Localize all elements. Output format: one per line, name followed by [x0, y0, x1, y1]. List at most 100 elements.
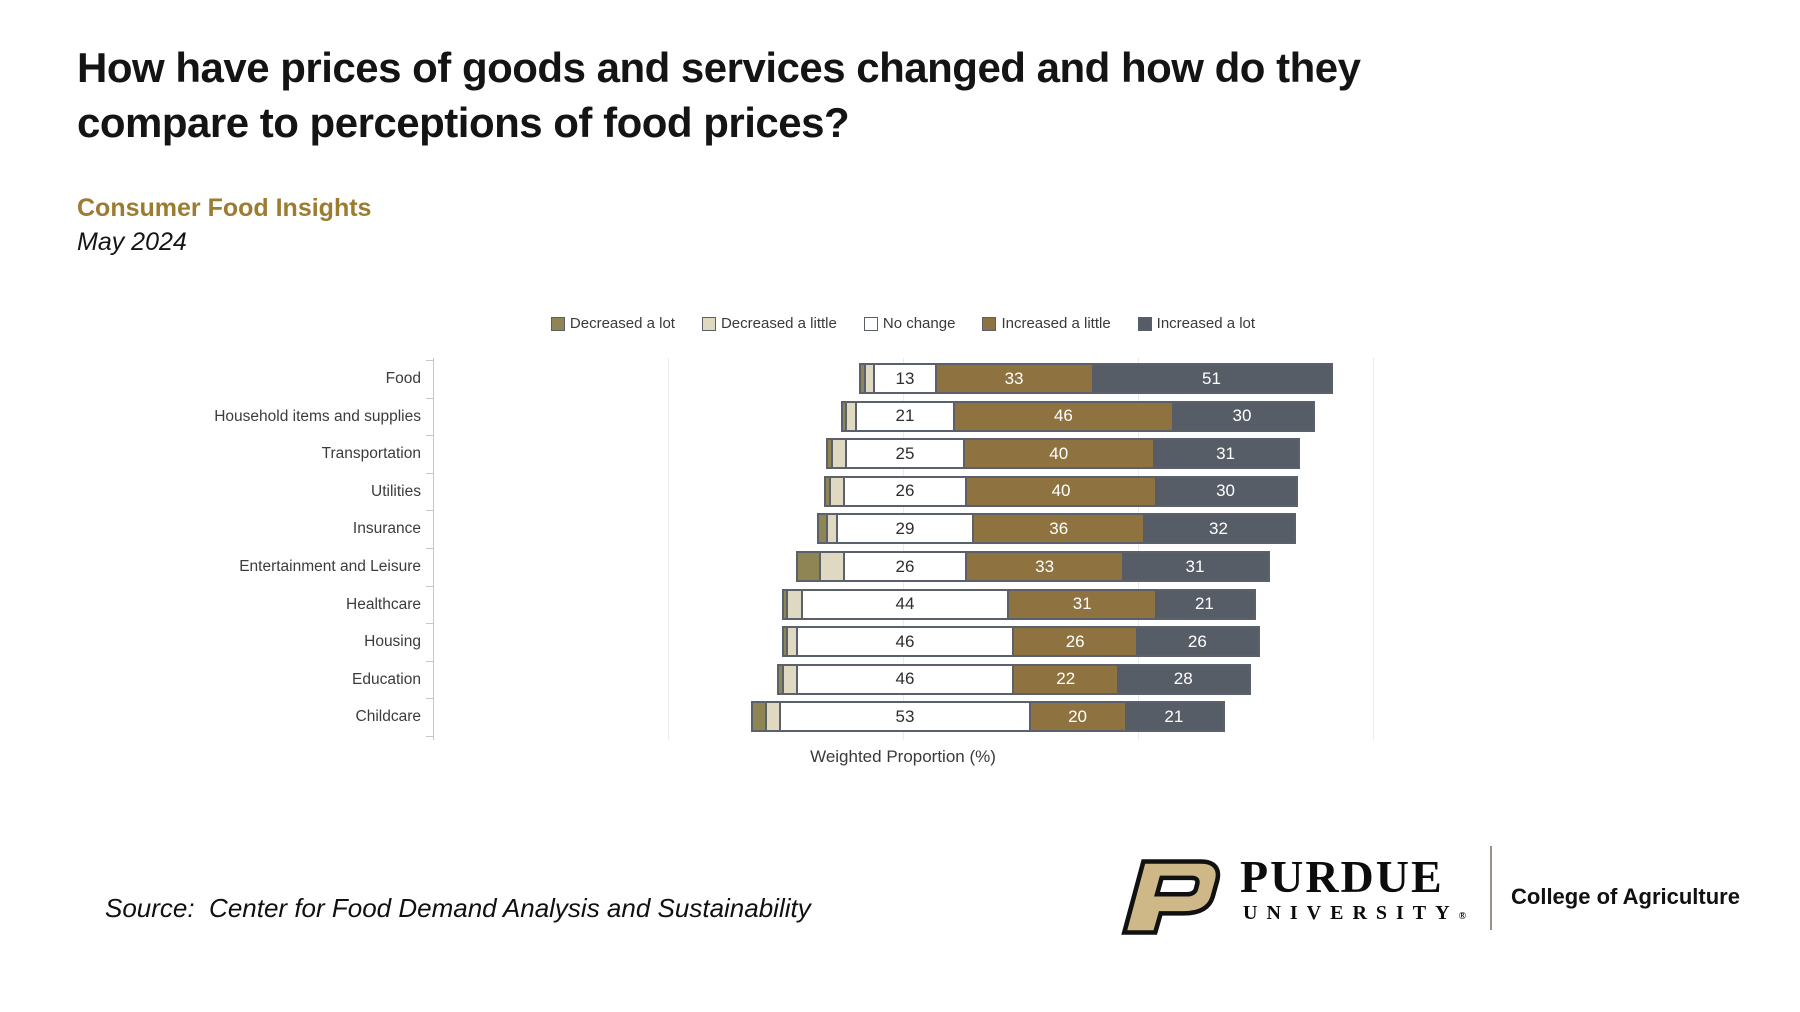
legend-swatch — [863, 316, 878, 331]
legend-swatch — [701, 316, 716, 331]
bar-housing: 46 26 26 — [781, 626, 1261, 658]
page-title: How have prices of goods and services ch… — [77, 40, 1361, 150]
segment-decreased-a-little — [788, 590, 803, 618]
source-note: Source: Center for Food Demand Analysis … — [105, 893, 811, 923]
segment-increased-a-lot: 32 — [1143, 515, 1294, 543]
segment-decreased-a-little — [821, 553, 845, 580]
segment-decreased-a-lot — [779, 665, 784, 693]
category-label: Insurance — [352, 520, 421, 538]
axis-tick — [426, 548, 433, 549]
gridline — [668, 358, 669, 740]
segment-decreased-a-lot — [826, 477, 831, 505]
report-date: May 2024 — [77, 228, 187, 256]
segment-decreased-a-lot — [819, 515, 829, 543]
segment-increased-a-little: 46 — [955, 402, 1172, 430]
axis-tick — [426, 510, 433, 512]
bar-education: 46 22 28 — [777, 663, 1252, 695]
segment-increased-a-lot: 31 — [1122, 553, 1268, 580]
segment-increased-a-lot: 26 — [1136, 628, 1259, 656]
category-label: Childcare — [355, 708, 421, 726]
axis-tick — [426, 585, 433, 587]
chart-legend: Decreased a lot Decreased a little No chan… — [433, 315, 1373, 332]
page-title-line2: compare to perceptions of food prices? — [77, 99, 850, 146]
bar-utilities: 26 40 30 — [824, 475, 1299, 507]
bar-transportation: 25 40 31 — [826, 438, 1301, 470]
bar-childcare: 53 20 21 — [751, 701, 1226, 733]
purdue-p-icon — [1121, 859, 1221, 935]
segment-decreased-a-lot — [797, 553, 822, 580]
segment-no-change: 21 — [856, 402, 956, 430]
legend-item: Decreased a lot — [550, 315, 675, 332]
legend-label: No change — [882, 315, 956, 332]
segment-increased-a-little: 22 — [1014, 665, 1118, 693]
legend-item: Increased a little — [982, 315, 1111, 332]
segment-increased-a-little: 33 — [967, 553, 1123, 580]
segment-increased-a-lot: 30 — [1155, 477, 1297, 505]
purdue-university-wordmark: UNIVERSITY® — [1243, 902, 1466, 925]
bar-chart-plot: 13 33 51 21 46 30 25 40 31 26 40 30 29 36 32 26 33 31 44 31… — [426, 358, 1374, 740]
gridline — [903, 358, 904, 740]
bar-entertainment-and-leisure: 26 33 31 — [795, 551, 1270, 582]
axis-tick — [426, 698, 433, 700]
category-label: Education — [352, 670, 421, 688]
legend-item: Increased a lot — [1137, 315, 1256, 332]
segment-decreased-a-little — [833, 440, 848, 468]
axis-tick — [426, 736, 433, 737]
legend-swatch — [550, 316, 565, 331]
segment-decreased-a-little — [866, 365, 876, 392]
category-label: Entertainment and Leisure — [239, 558, 421, 575]
segment-increased-a-little: 36 — [974, 515, 1144, 543]
segment-no-change: 25 — [847, 440, 965, 468]
bar-healthcare: 44 31 21 — [781, 588, 1256, 620]
segment-no-change: 46 — [797, 665, 1015, 693]
segment-decreased-a-little — [767, 703, 782, 731]
gridline — [1373, 358, 1374, 740]
segment-increased-a-lot: 51 — [1091, 365, 1332, 392]
x-axis-label: Weighted Proportion (%) — [810, 747, 996, 766]
segment-decreased-a-lot — [861, 365, 867, 392]
legend-swatch — [982, 316, 997, 331]
university-text: UNIVERSITY — [1243, 902, 1459, 924]
segment-decreased-a-little — [830, 477, 845, 505]
category-labels: Food Household items and supplies Transpor… — [0, 360, 421, 740]
segment-increased-a-lot: 21 — [1124, 703, 1224, 731]
segment-increased-a-lot: 28 — [1117, 665, 1250, 693]
axis-tick — [426, 660, 433, 662]
category-label: Household items and supplies — [214, 407, 421, 425]
axis-tick — [426, 623, 433, 625]
logo-divider — [1490, 846, 1492, 930]
category-label: Utilities — [371, 482, 421, 500]
segment-no-change: 26 — [844, 553, 968, 580]
segment-increased-a-little: 31 — [1009, 590, 1156, 618]
category-label: Food — [385, 370, 421, 387]
segment-no-change: 44 — [802, 590, 1010, 618]
segment-decreased-a-little — [828, 515, 838, 543]
segment-increased-a-lot: 31 — [1152, 440, 1299, 468]
bar-food: 13 33 51 — [859, 363, 1334, 394]
registered-mark: ® — [1458, 911, 1467, 922]
segment-no-change: 46 — [797, 628, 1015, 656]
segment-increased-a-little: 26 — [1014, 628, 1137, 656]
segment-decreased-a-lot — [842, 402, 848, 430]
category-label: Healthcare — [346, 595, 421, 613]
legend-label: Increased a lot — [1156, 315, 1256, 332]
segment-decreased-a-lot — [783, 590, 789, 618]
segment-no-change: 53 — [781, 703, 1031, 731]
college-name: College of Agriculture — [1511, 884, 1740, 909]
segment-increased-a-little: 33 — [936, 365, 1092, 392]
segment-no-change: 13 — [875, 365, 937, 392]
legend-swatch — [1137, 316, 1152, 331]
y-axis-line — [433, 358, 434, 740]
segment-increased-a-little: 40 — [964, 440, 1153, 468]
segment-increased-a-little: 20 — [1030, 703, 1125, 731]
segment-increased-a-lot: 30 — [1171, 402, 1313, 430]
report-name: Consumer Food Insights — [77, 194, 372, 222]
legend-item: Decreased a little — [701, 315, 837, 332]
bar-insurance: 29 36 32 — [817, 513, 1296, 545]
category-label: Housing — [364, 633, 421, 651]
segment-decreased-a-little — [783, 665, 798, 693]
segment-increased-a-lot: 21 — [1155, 590, 1254, 618]
legend-item: No change — [863, 315, 956, 332]
axis-tick — [426, 435, 433, 437]
bar-household-items-and-supplies: 21 46 30 — [840, 400, 1315, 432]
